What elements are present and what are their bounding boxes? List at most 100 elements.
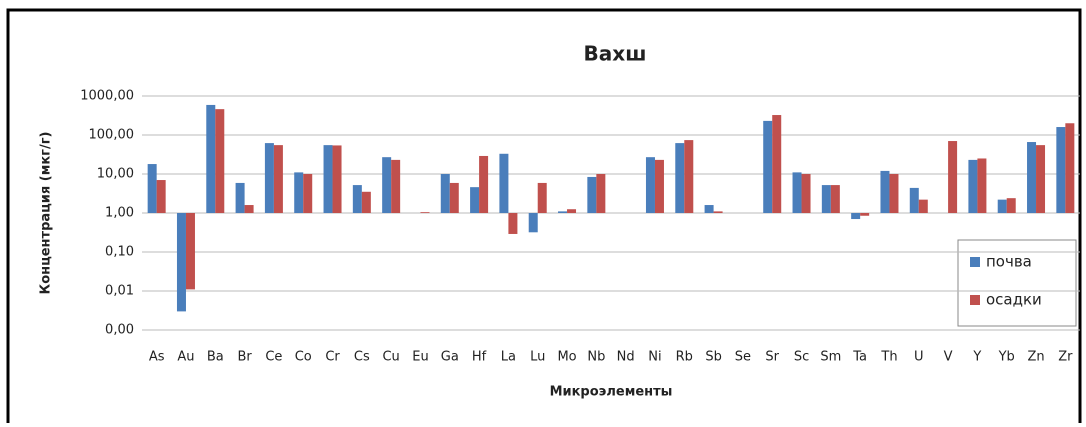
bar [596,174,606,213]
bar [235,182,245,213]
y-tick-label: 1000,00 [80,89,134,104]
bar [948,141,958,213]
bar [713,211,723,213]
x-tick-label: Sm [820,350,841,365]
x-tick-label: Yb [998,350,1015,365]
x-tick-label: Br [237,350,252,365]
legend-label: осадки [986,291,1042,309]
x-tick-label: U [914,350,924,365]
bar [382,157,392,213]
x-tick-label: Zn [1027,350,1044,365]
x-tick-label: V [944,350,953,365]
x-tick-label: Y [972,350,981,365]
bar [880,170,890,213]
bar [185,213,195,290]
x-tick-label: Ce [265,350,282,365]
bar [537,182,547,213]
x-tick-label: Hf [472,350,487,365]
bar [508,213,518,234]
x-tick-label: Sr [765,350,779,365]
legend [957,239,1077,327]
bar [1006,198,1016,213]
y-tick-label: 10,00 [97,167,134,182]
bar [889,174,899,213]
legend-swatch [970,257,980,267]
bar [792,172,802,213]
x-tick-label: Rb [676,350,693,365]
bar [332,145,342,213]
bar [479,155,489,213]
x-tick-label: Cs [354,350,370,365]
x-tick-label: Ta [852,350,867,365]
bar [206,104,216,213]
bar [273,145,283,213]
bar [918,199,928,213]
y-axis-label: Концентрация (мкг/г) [39,132,54,295]
x-tick-label: Th [880,350,897,365]
bar [704,205,714,213]
bar [763,120,773,213]
x-tick-label: Zr [1058,350,1073,365]
x-tick-label: Nb [587,350,605,365]
bar [909,187,919,213]
bar [215,109,225,213]
bar [1027,142,1037,213]
legend-label: почва [986,253,1032,271]
y-tick-label: 0,00 [105,323,134,338]
bar [264,143,274,213]
y-tick-label: 1,00 [105,206,134,221]
bar [997,199,1007,213]
x-tick-label: Eu [412,350,428,365]
x-tick-label: Se [735,350,751,365]
bar [821,185,831,213]
x-tick-label: Sc [794,350,809,365]
bar [558,211,568,213]
bar [391,159,401,213]
bar [323,145,333,213]
y-tick-label: 100,00 [89,128,135,143]
bar [420,212,430,213]
x-tick-label: Nd [617,350,635,365]
bar [470,187,480,213]
bar [440,174,450,213]
x-tick-label: Sb [705,350,722,365]
y-tick-label: 0,01 [105,284,134,299]
x-tick-label: As [149,350,165,365]
bar [156,180,166,213]
bar [352,185,362,213]
bar [675,143,685,213]
bar [1065,123,1075,213]
bar [567,209,577,213]
bar [645,157,655,213]
x-tick-label: Lu [530,350,545,365]
bar [244,205,254,213]
bar [968,159,978,213]
x-tick-label: Cr [325,350,340,365]
x-tick-label: La [501,350,516,365]
bar [684,140,694,213]
bar [772,115,782,213]
bar [860,213,870,216]
x-tick-label: Mo [557,350,576,365]
bar [1036,145,1046,213]
bar [851,213,861,220]
x-tick-label: Au [177,350,194,365]
x-tick-label: Ni [648,350,661,365]
bar [587,176,597,213]
bar [294,172,304,213]
bar [830,185,840,213]
bar [303,174,313,213]
bar [528,213,538,233]
x-tick-label: Cu [382,350,399,365]
chart-title: Вахш [584,42,647,66]
bar [147,164,157,213]
bar [176,213,186,312]
x-tick-label: Ga [441,350,459,365]
x-tick-label: Ba [207,350,224,365]
y-tick-label: 0,10 [105,245,134,260]
x-axis-label: Микроэлементы [550,385,673,400]
bar [1056,127,1066,213]
bar [654,159,664,213]
bar [801,174,811,213]
